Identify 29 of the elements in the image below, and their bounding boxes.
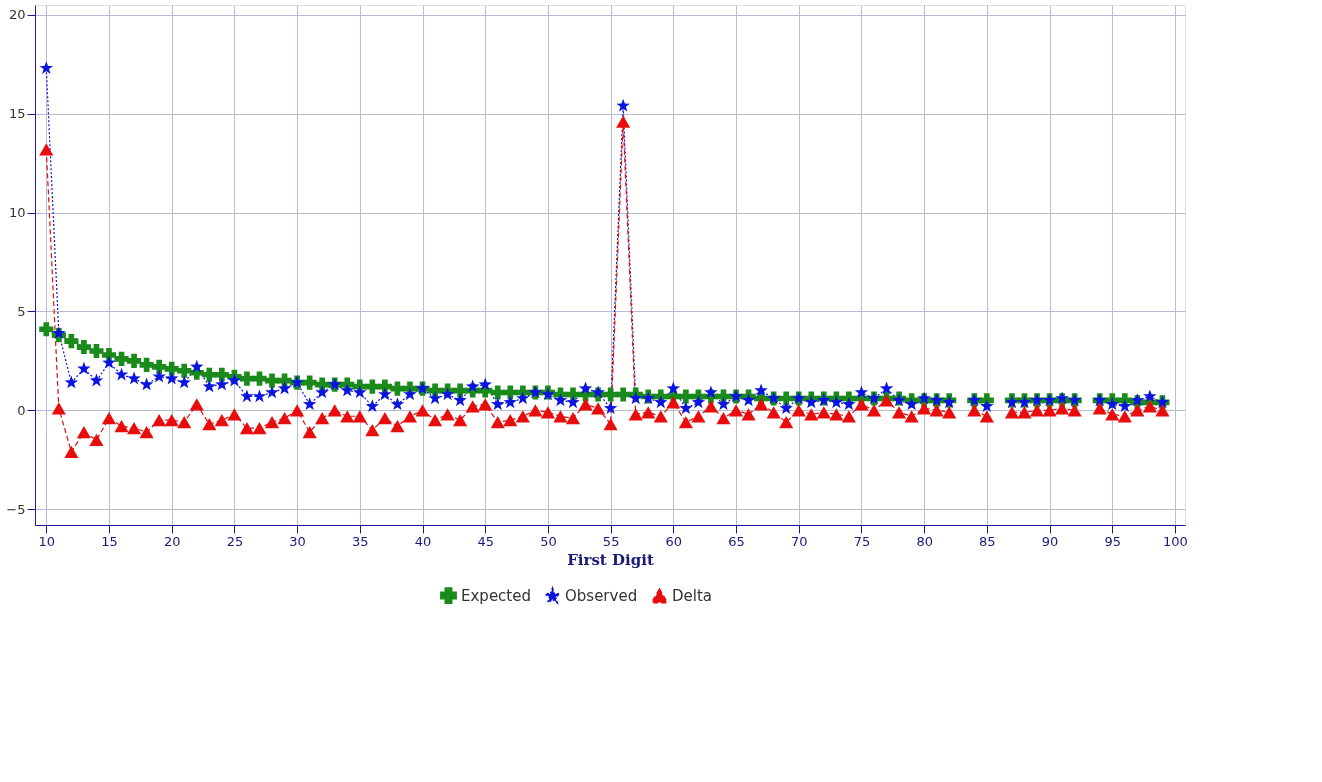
x-tick-label: 10 <box>38 533 56 549</box>
legend-label: Expected <box>461 586 531 605</box>
x-tick-label: 100 <box>1163 533 1188 549</box>
y-tick-label: 0 <box>17 402 26 418</box>
x-tick-label: 45 <box>477 533 494 549</box>
x-tick-label: 95 <box>1104 533 1122 549</box>
y-tick-label: 5 <box>17 303 26 319</box>
legend-label: Observed <box>565 587 638 606</box>
x-tick-label: 50 <box>540 533 557 549</box>
x-tick-label: 60 <box>665 533 683 549</box>
y-tick-label: −5 <box>6 501 26 517</box>
x-tick-label: 30 <box>289 533 306 549</box>
x-tick-label: 90 <box>1041 533 1059 549</box>
y-tick-label: 10 <box>8 205 26 221</box>
y-tick-label: 20 <box>8 7 26 23</box>
x-tick-label: 70 <box>790 533 808 549</box>
x-tick-label: 85 <box>979 533 996 549</box>
legend-label: Delta <box>672 587 713 606</box>
x-axis-title: First Digit <box>567 550 654 569</box>
y-tick-label: 15 <box>8 106 26 122</box>
x-tick-label: 35 <box>352 533 369 549</box>
x-tick-label: 80 <box>916 533 933 549</box>
x-tick-label: 75 <box>853 533 871 549</box>
x-tick-label: 20 <box>163 533 181 549</box>
x-tick-label: 15 <box>101 533 118 549</box>
x-tick-label: 55 <box>602 533 620 549</box>
x-tick-label: 65 <box>728 533 745 549</box>
x-tick-label: 25 <box>226 533 244 549</box>
x-tick-label: 40 <box>414 533 432 549</box>
